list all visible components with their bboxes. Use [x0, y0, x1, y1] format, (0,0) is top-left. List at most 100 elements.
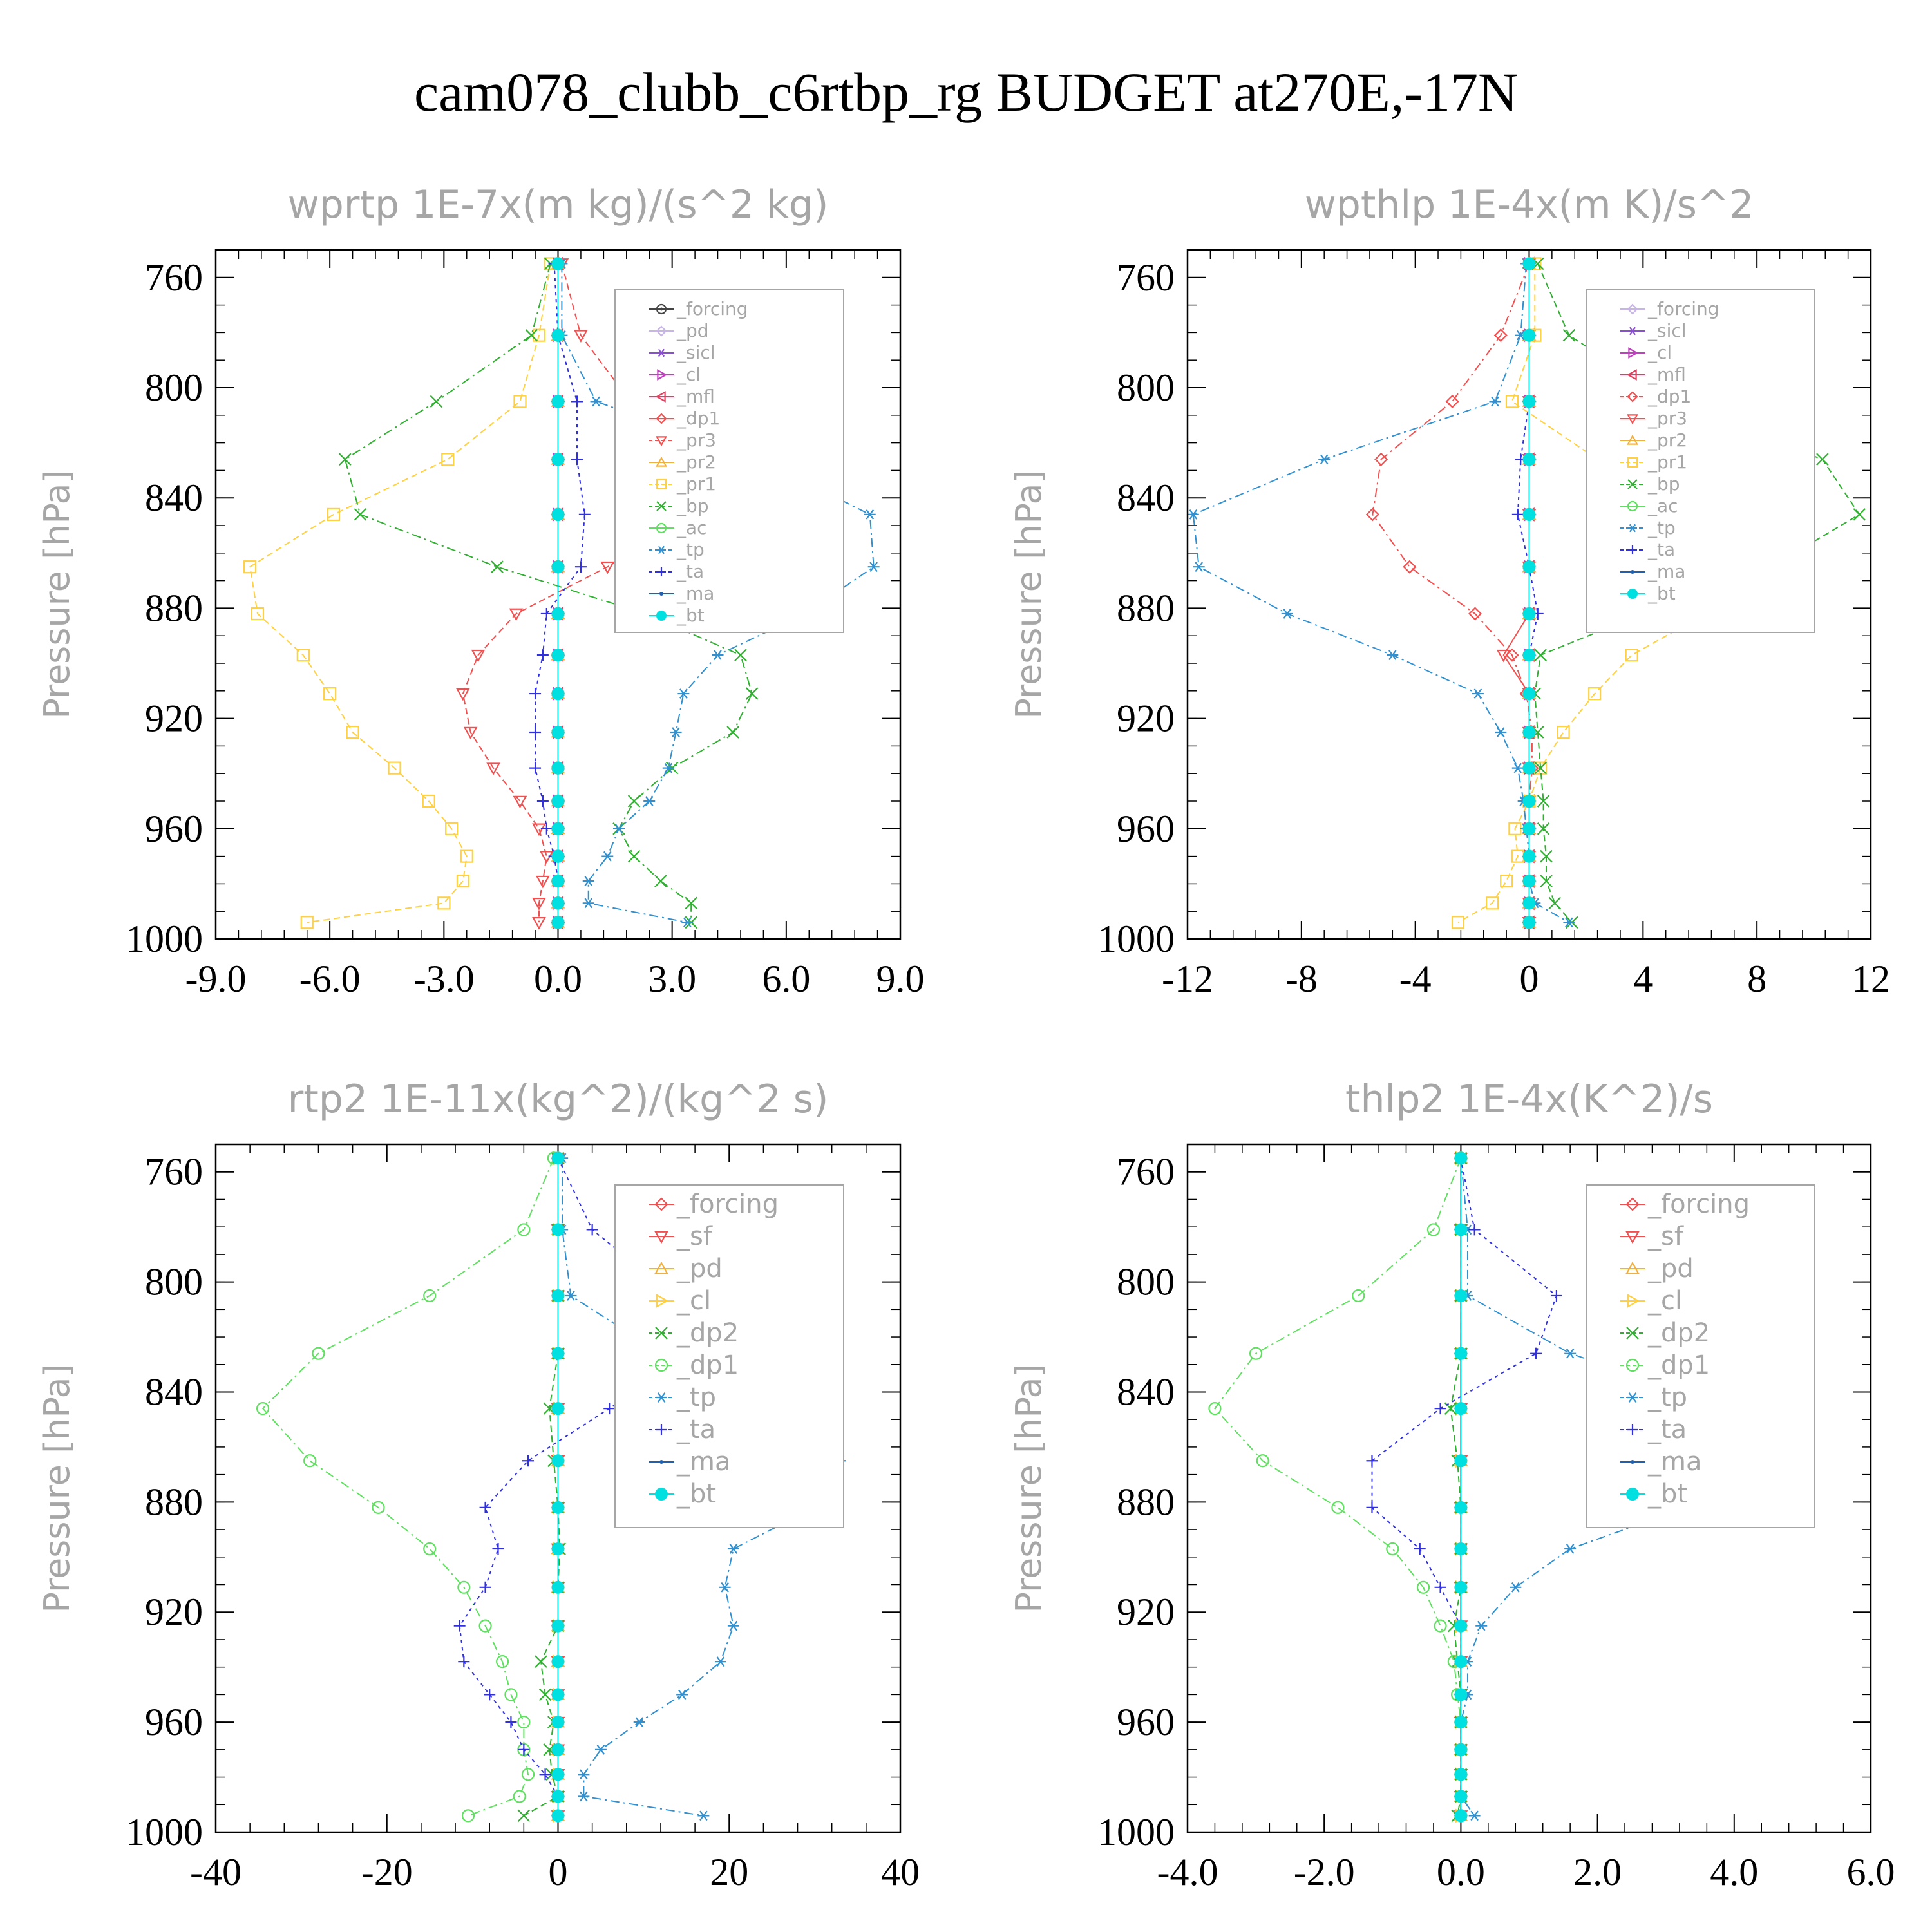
plot-frame: [1186, 1143, 1872, 1833]
data-point: [460, 849, 473, 863]
data-point: [1500, 875, 1513, 888]
data-point: [1489, 396, 1501, 407]
data-point: [565, 1291, 577, 1301]
legend-item: _sicl: [649, 342, 715, 363]
data-point: [1522, 849, 1536, 863]
legend-item: _pd: [649, 1254, 723, 1283]
data-point: [1352, 1289, 1365, 1303]
data-point: [1627, 1294, 1640, 1308]
data-point: [422, 794, 435, 808]
data-point: [461, 1809, 475, 1823]
data-point: [1454, 1223, 1468, 1236]
panel-title: wpthlp 1E-4x(m K)/s^2: [1305, 182, 1754, 227]
marker-dot: [659, 307, 663, 311]
legend-label: _bt: [676, 605, 705, 626]
data-point: [327, 507, 341, 521]
legend-item: _ma: [649, 1447, 730, 1477]
data-point: [1187, 509, 1199, 520]
data-point: [456, 875, 469, 888]
data-point: [1625, 1261, 1640, 1274]
data-point: [551, 1402, 565, 1416]
data-point: [458, 1656, 470, 1668]
data-point: [656, 1424, 667, 1435]
data-point: [437, 896, 451, 910]
data-point: [864, 509, 876, 520]
data-point: [1281, 609, 1293, 619]
y-tick-label: 760: [1117, 1151, 1175, 1193]
y-axis-label: Pressure [hPa]: [1009, 469, 1049, 719]
data-point: [1522, 453, 1536, 466]
data-point: [1627, 303, 1638, 315]
data-point: [1414, 1542, 1426, 1555]
data-point: [1472, 688, 1484, 699]
data-point: [551, 257, 565, 270]
legend-label: _cl: [1647, 1286, 1682, 1316]
data-point: [388, 761, 401, 775]
data-point: [656, 456, 667, 467]
data-point: [551, 649, 565, 662]
data-point: [517, 1809, 531, 1823]
y-tick-label: 760: [145, 256, 203, 299]
data-point: [1627, 479, 1638, 489]
data-point: [1628, 347, 1639, 359]
data-point: [657, 567, 666, 576]
data-point: [551, 328, 565, 342]
x-tick-label: 0: [549, 1851, 568, 1893]
data-point: [734, 649, 747, 661]
data-point: [505, 1716, 517, 1728]
data-point: [551, 1768, 565, 1781]
legend-item: _ma: [649, 583, 714, 604]
data-point: [303, 1454, 317, 1468]
data-point: [1522, 687, 1536, 701]
data-point: [486, 762, 500, 775]
data-point: [654, 1197, 668, 1211]
data-point: [867, 562, 880, 573]
data-point: [1522, 822, 1536, 835]
legend-item: _tp: [1620, 517, 1676, 538]
data-point: [1454, 1542, 1468, 1555]
data-point: [1522, 257, 1536, 270]
data-point: [633, 1717, 645, 1727]
data-point: [1626, 1327, 1639, 1340]
legend-item: _forcing: [649, 1189, 779, 1219]
series-bt: [1522, 257, 1536, 929]
legend-item: _forcing: [1620, 298, 1719, 319]
data-point: [529, 726, 542, 738]
legend-label: _cl: [1647, 342, 1672, 363]
data-point: [513, 795, 527, 809]
data-point: [243, 560, 257, 574]
y-tick-label: 960: [145, 808, 203, 850]
data-point: [1511, 508, 1524, 520]
legend-label: _pr3: [1647, 408, 1687, 429]
data-point: [551, 761, 565, 775]
legend-label: _bt: [1647, 583, 1676, 604]
x-tick-label: 0.0: [1437, 1851, 1485, 1893]
data-point: [600, 561, 615, 574]
data-point: [656, 611, 667, 621]
plot-frame: [214, 249, 902, 940]
data-point: [1505, 395, 1519, 408]
data-point: [1522, 726, 1536, 739]
legend-label: _pr3: [676, 430, 716, 451]
legend: _forcing _sf _pd _cl_dp2_dp1 _tp _ta _ma_bt: [1586, 1184, 1815, 1528]
y-tick-label: 840: [1117, 477, 1175, 519]
legend-label: _bp: [1647, 473, 1680, 495]
data-point: [612, 823, 625, 834]
legend-label: _forcing: [1647, 1189, 1750, 1219]
data-point: [1468, 1224, 1481, 1236]
legend-item: _cl: [649, 1286, 711, 1316]
data-point: [1563, 917, 1575, 928]
data-point: [536, 875, 550, 889]
legend: _forcing_sicl_cl_mfl_dp1_pr3_pr2_pr1_bp_…: [1586, 289, 1815, 633]
legend-label: _dp1: [676, 1350, 739, 1380]
legend-label: _bp: [676, 495, 709, 516]
data-point: [586, 1224, 598, 1236]
legend-item: _sicl: [1620, 320, 1687, 341]
data-point: [251, 607, 265, 621]
data-point: [551, 560, 565, 574]
data-point: [1522, 795, 1536, 808]
legend-label: _tp: [1647, 1383, 1687, 1412]
legend-label: _pr2: [1647, 430, 1687, 451]
legend-label: _ac: [676, 517, 707, 538]
data-point: [1626, 369, 1637, 381]
